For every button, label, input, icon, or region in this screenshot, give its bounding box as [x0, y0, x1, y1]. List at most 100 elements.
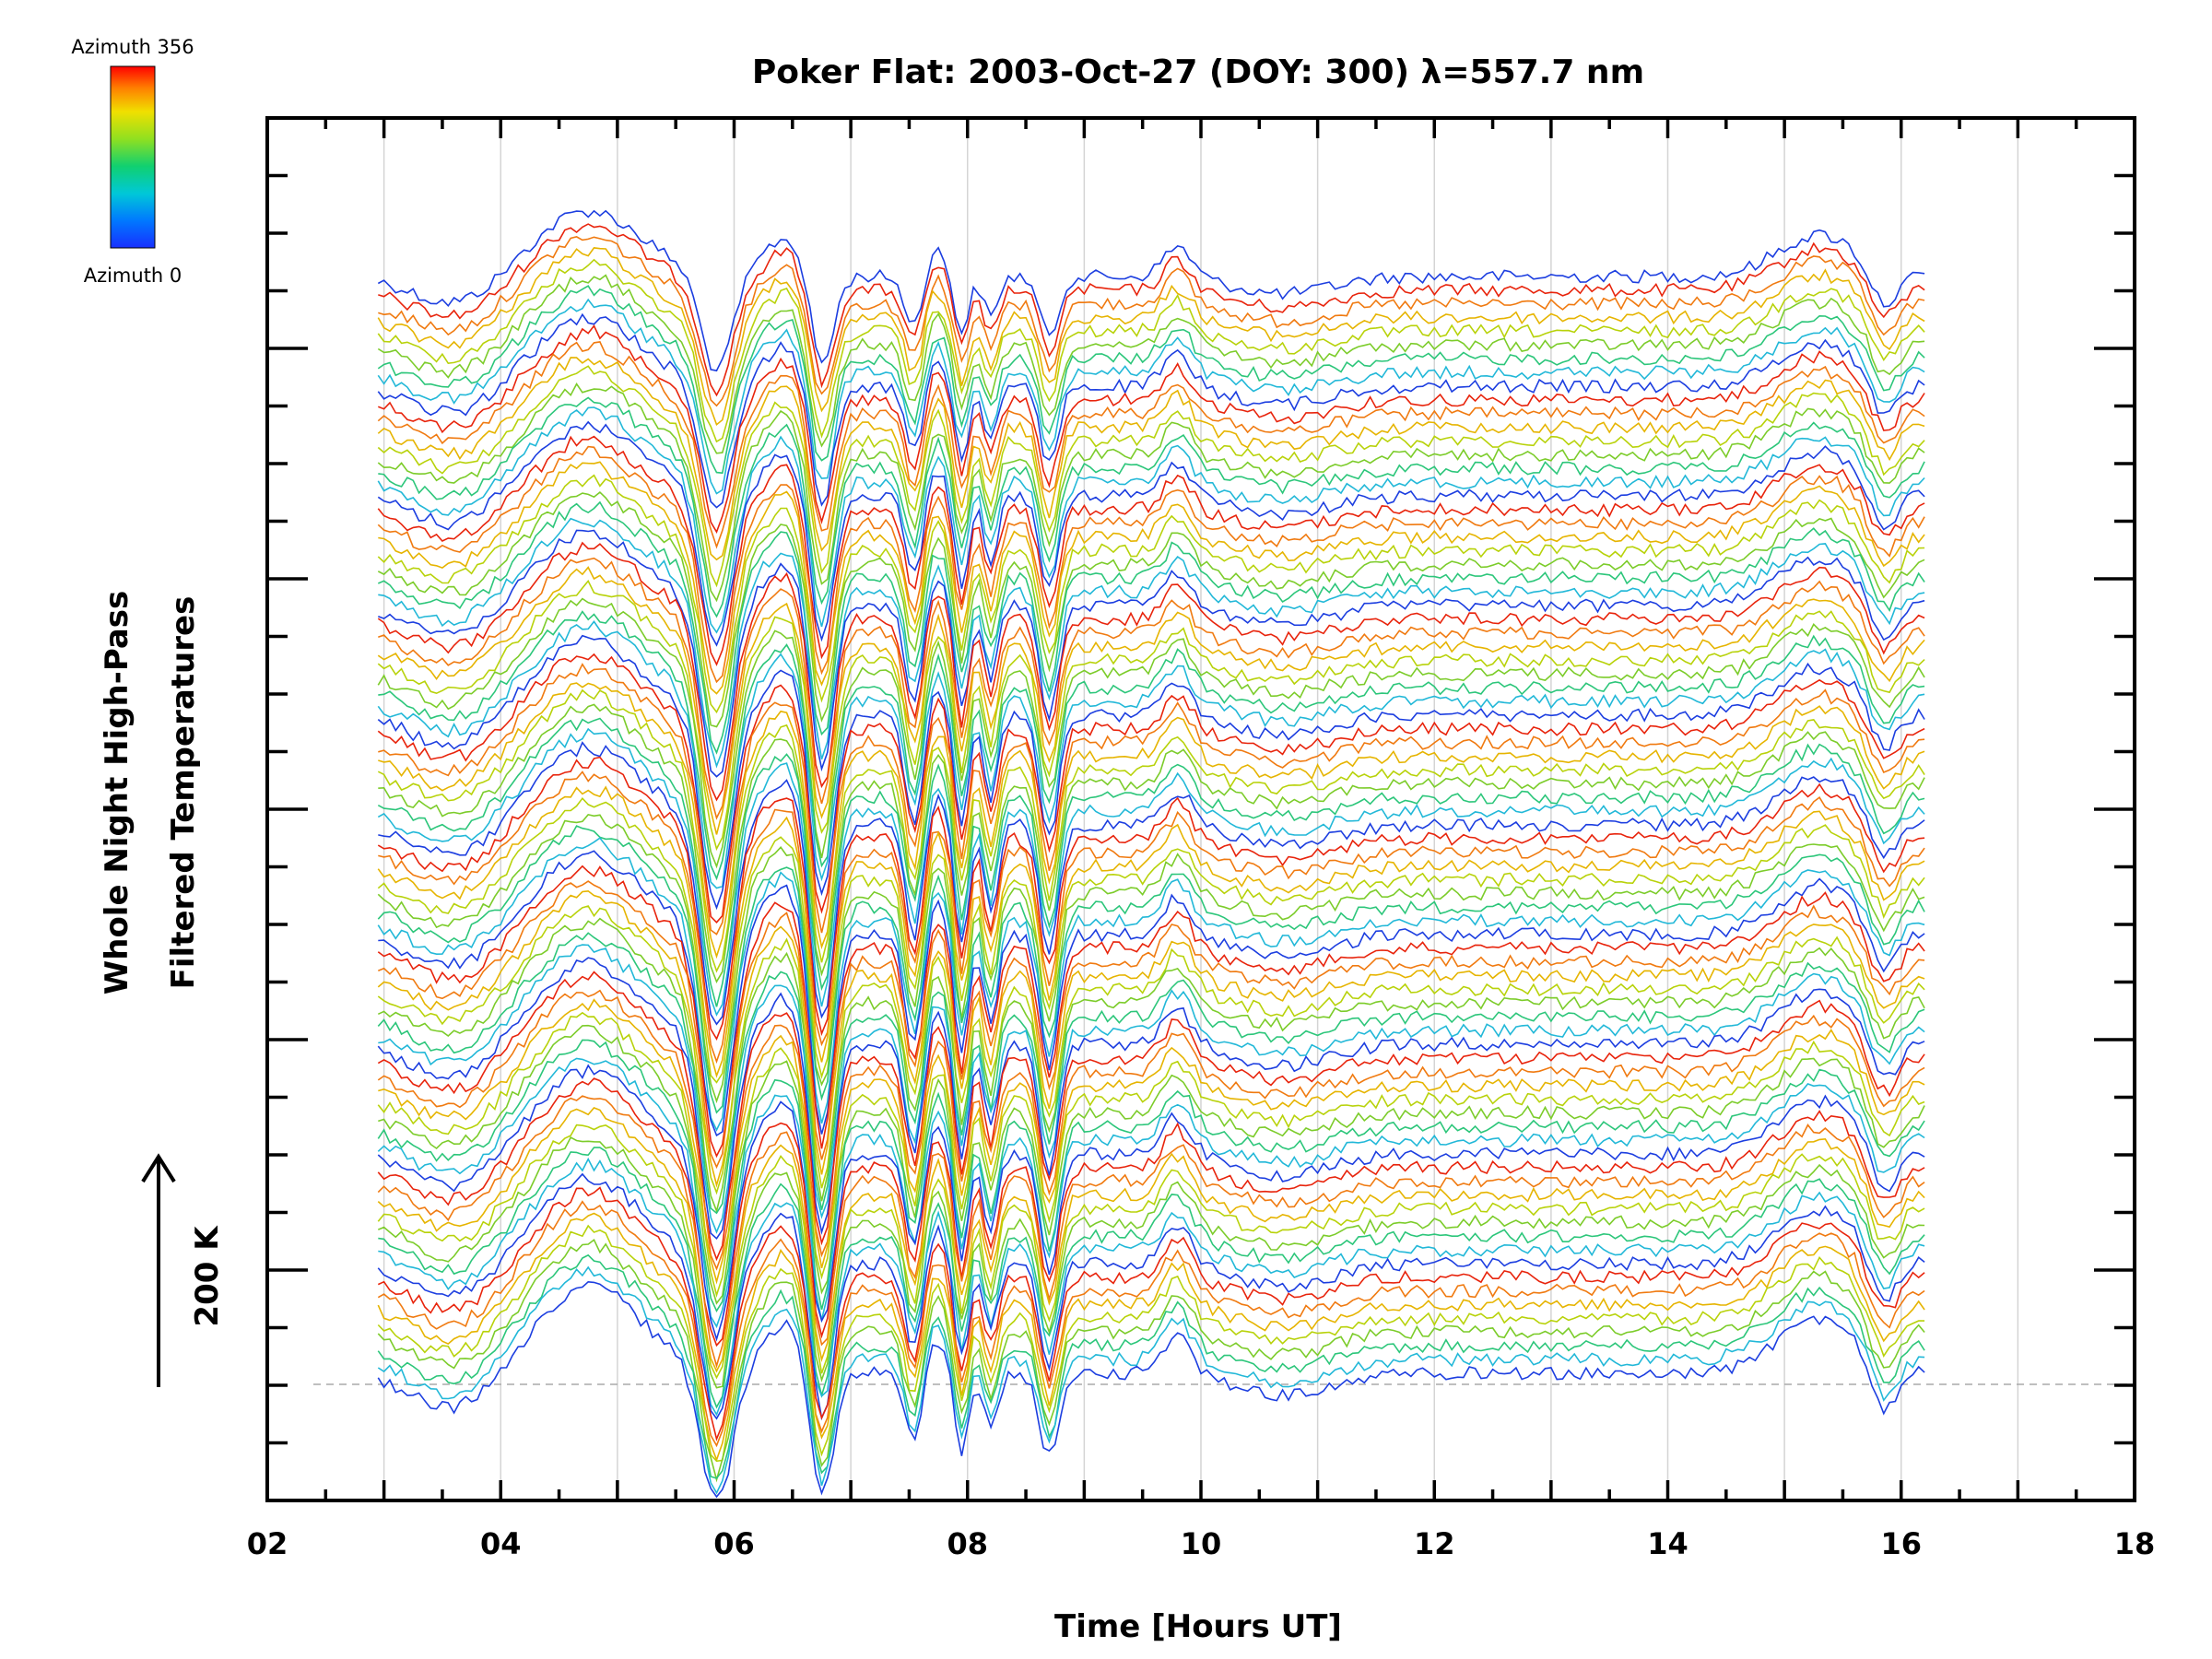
series-line [378, 1024, 1925, 1305]
series-line [377, 474, 1925, 714]
y-axis-label-line1: Whole Night High-Pass [99, 591, 135, 995]
series-line [377, 971, 1925, 1262]
x-axis-label: Time [Hours UT] [1054, 1608, 1342, 1645]
series-group [377, 209, 1925, 1499]
x-tick-label: 14 [1647, 1526, 1688, 1561]
series-line [378, 741, 1925, 1026]
series-line [378, 324, 1925, 534]
series-line [377, 298, 1925, 495]
series-line [377, 957, 1925, 1241]
x-tick-label: 06 [713, 1526, 755, 1561]
series-line [378, 557, 1925, 820]
scale-arrow-head [141, 1153, 176, 1183]
series-line [377, 889, 1925, 1188]
series-line [377, 688, 1925, 973]
series-line [377, 365, 1925, 588]
series-line [377, 865, 1925, 1159]
series-line [377, 634, 1925, 911]
series-line [377, 420, 1925, 647]
series-line [377, 727, 1925, 1017]
x-tick-label: 04 [480, 1526, 522, 1561]
x-tick-label: 08 [947, 1526, 988, 1561]
series-line [378, 944, 1925, 1234]
series-line [377, 989, 1925, 1271]
series-line [377, 1172, 1925, 1421]
series-line [377, 932, 1925, 1215]
series-line [377, 1280, 1925, 1499]
series-line [377, 1265, 1925, 1495]
series-line [378, 529, 1925, 778]
series-line [377, 312, 1925, 509]
series-line [377, 541, 1925, 802]
chart-title: Poker Flat: 2003-Oct-27 (DOY: 300) λ=557… [752, 53, 1644, 91]
series-line [377, 620, 1925, 889]
series-line [378, 461, 1925, 695]
series-line [377, 1107, 1925, 1373]
series-line [378, 682, 1925, 959]
series-line [377, 1124, 1925, 1380]
series-line [378, 610, 1925, 881]
x-tick-label: 18 [2114, 1526, 2156, 1561]
series-line [377, 1077, 1925, 1347]
series-line [377, 905, 1925, 1195]
series-line [378, 223, 1925, 397]
series-line [377, 566, 1925, 835]
series-line [377, 756, 1925, 1041]
series-line [378, 663, 1925, 935]
colorbar [110, 65, 156, 249]
series-line [377, 500, 1925, 755]
series-line [377, 825, 1925, 1114]
scale-label: 200 K [189, 1225, 226, 1327]
series-line [378, 1147, 1925, 1409]
series-line [377, 785, 1925, 1078]
series-line [377, 209, 1925, 372]
series-line [378, 396, 1925, 618]
series-line [377, 1011, 1925, 1298]
series-line [378, 771, 1925, 1065]
series-line [377, 837, 1925, 1132]
series-line [377, 1057, 1925, 1329]
series-line [378, 1157, 1925, 1417]
series-line [378, 850, 1925, 1137]
colorbar-top-label: Azimuth 356 [71, 36, 194, 58]
x-tick-label: 12 [1414, 1526, 1455, 1561]
series-line [377, 258, 1925, 443]
series-line [377, 274, 1925, 454]
series-line [377, 1212, 1925, 1463]
series-line [377, 1186, 1925, 1441]
series-line [377, 285, 1925, 475]
series-line [377, 357, 1925, 561]
series-line [377, 796, 1925, 1084]
x-tick-label: 02 [247, 1526, 288, 1561]
series-line [378, 880, 1925, 1170]
series-line [377, 597, 1925, 869]
series-line [377, 653, 1925, 924]
series-line [378, 998, 1925, 1285]
series-line [377, 579, 1925, 852]
series-line [377, 341, 1925, 549]
series-line [377, 814, 1925, 1104]
series-line [377, 1039, 1925, 1312]
colorbar-bottom-label: Azimuth 0 [84, 265, 182, 287]
series-line [377, 1224, 1925, 1463]
x-tick-label: 16 [1880, 1526, 1922, 1561]
series-line [378, 517, 1925, 769]
x-tick-label: 10 [1181, 1526, 1222, 1561]
series-line [377, 445, 1925, 684]
series-line [377, 435, 1925, 666]
series-line [377, 406, 1925, 634]
series-line [377, 247, 1925, 427]
series-line [378, 236, 1925, 407]
series-line [377, 491, 1925, 728]
plot-frame [265, 116, 2136, 1502]
series-line [377, 382, 1925, 603]
series-line [377, 1064, 1925, 1342]
series-line [377, 1095, 1925, 1369]
series-line [378, 703, 1925, 983]
y-axis-label-line2: Filtered Temperatures [165, 596, 202, 990]
series-line [377, 717, 1925, 1007]
series-line [377, 1238, 1925, 1483]
series-line [377, 917, 1925, 1214]
series-line [378, 1136, 1925, 1389]
